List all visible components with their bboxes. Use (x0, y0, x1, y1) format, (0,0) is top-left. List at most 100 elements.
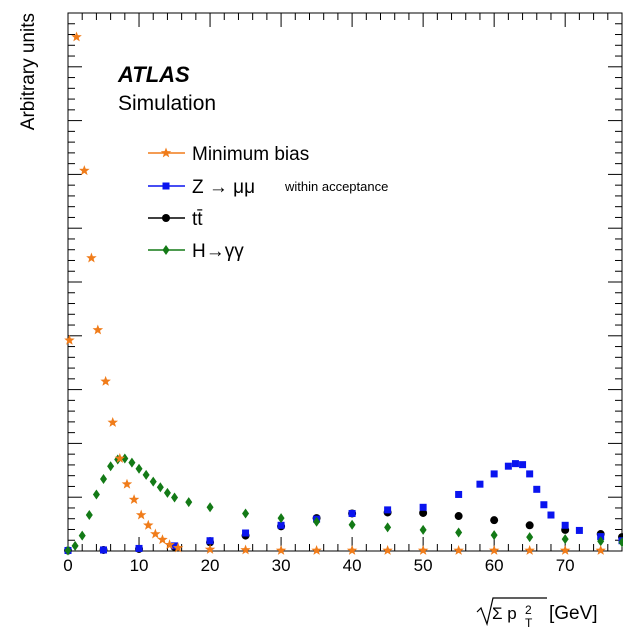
data-point (455, 527, 463, 538)
data-point (526, 532, 534, 543)
data-point (64, 334, 75, 345)
data-point (348, 519, 356, 530)
data-point (490, 530, 498, 541)
data-point (100, 546, 108, 554)
data-point (277, 521, 285, 529)
data-point (107, 461, 115, 472)
x-tick-label: 10 (130, 556, 149, 575)
data-point (540, 501, 548, 509)
data-point (384, 522, 392, 533)
data-point (135, 544, 143, 552)
data-point (561, 521, 569, 529)
atlas-logo: ATLAS (117, 62, 190, 87)
data-point (171, 542, 179, 550)
data-point (149, 476, 157, 487)
data-point (86, 252, 97, 263)
data-point (78, 530, 86, 541)
legend-label: Z → μμ (192, 177, 255, 198)
data-point (490, 516, 499, 525)
data-point (525, 521, 534, 530)
data-point (455, 490, 463, 498)
legend-marker (162, 245, 170, 255)
data-point (533, 485, 541, 493)
data-point (171, 492, 179, 503)
data-point (204, 544, 216, 554)
data-point (85, 510, 93, 521)
data-point (71, 540, 79, 551)
x-tick-label: 30 (272, 556, 291, 575)
data-point (128, 457, 136, 468)
data-point (490, 470, 498, 478)
data-point (92, 324, 104, 335)
x-axis-unit: [GeV] (549, 603, 598, 624)
data-point (163, 487, 171, 498)
x-tick-labels: 0 10 20 30 40 50 60 70 (63, 556, 574, 575)
data-point (618, 537, 623, 548)
data-point (100, 375, 111, 386)
legend-marker (162, 214, 170, 222)
x-tick-label: 20 (201, 556, 220, 575)
data-point (164, 539, 175, 550)
data-point (71, 31, 82, 42)
data-point (121, 478, 133, 489)
x-tick-label: 40 (343, 556, 362, 575)
data-point (454, 512, 463, 521)
x-tick-label: 0 (63, 556, 72, 575)
data-point (107, 417, 118, 427)
data-point (419, 508, 428, 517)
data-point (595, 545, 606, 555)
data-point (121, 453, 129, 464)
legend-marker (160, 147, 172, 158)
data-point (92, 489, 100, 500)
axis-ticks (67, 12, 623, 552)
x-tick-label: 70 (556, 556, 575, 575)
legend-note: within acceptance (284, 179, 388, 194)
data-point (526, 470, 534, 478)
data-point (453, 545, 464, 555)
data-point (419, 524, 427, 535)
data-point (504, 462, 512, 470)
data-point (348, 509, 356, 517)
legend-marker (162, 182, 170, 190)
data-point (242, 508, 250, 519)
data-point (519, 461, 527, 469)
data-point (143, 519, 154, 530)
legend-label: Minimum bias (192, 144, 309, 165)
x-axis-label: Σ p 2 T [GeV] (476, 597, 598, 630)
data-point (206, 537, 214, 545)
data-point (547, 511, 555, 519)
data-point (240, 544, 251, 555)
data-point (185, 497, 193, 508)
data-point (311, 545, 322, 555)
data-point (114, 453, 126, 463)
data-point (417, 545, 429, 555)
svg-text:T: T (525, 616, 533, 630)
data-point (511, 460, 519, 468)
data-point (150, 528, 161, 539)
data-point (206, 502, 214, 513)
data-point (575, 526, 583, 534)
logo-subtitle: Simulation (118, 92, 216, 115)
data-point (242, 529, 250, 537)
data-point (275, 545, 287, 555)
data-point (384, 506, 392, 514)
data-point (597, 536, 605, 547)
data-point (524, 545, 535, 555)
data-point (79, 165, 90, 176)
legend: Minimum bias Z → μμ within acceptance tt̄ H→… (148, 144, 388, 262)
data-point (135, 463, 143, 474)
data-point (100, 474, 108, 485)
data-point (172, 542, 184, 553)
data-point (277, 513, 285, 524)
data-point (64, 545, 72, 556)
x-tick-label: 50 (414, 556, 433, 575)
svg-text:Σ p: Σ p (492, 604, 517, 623)
svg-text:2: 2 (525, 603, 532, 617)
data-point (476, 480, 484, 488)
x-tick-label: 60 (485, 556, 504, 575)
data-point (157, 534, 168, 545)
y-axis-label: Arbitrary units (18, 13, 39, 130)
data-point (346, 545, 358, 555)
data-point (128, 494, 140, 504)
